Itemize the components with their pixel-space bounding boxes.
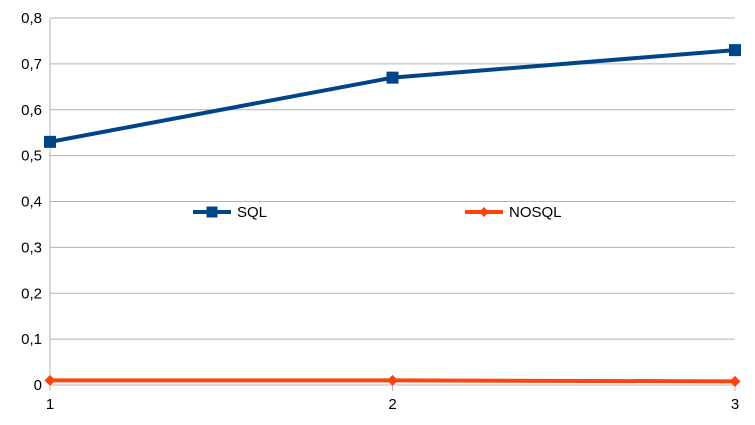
grid-lines <box>50 17 735 340</box>
y-tick-label: 0,8 <box>21 10 42 27</box>
data-point-sql <box>386 71 399 84</box>
data-point-nosql <box>387 374 398 386</box>
y-tick-label: 0,2 <box>21 285 42 302</box>
x-axis-tick-labels: 1 2 3 <box>46 396 739 413</box>
y-tick-label: 0,5 <box>21 148 42 165</box>
y-tick-label: 0,6 <box>21 102 42 119</box>
y-tick-label: 0,7 <box>21 56 42 73</box>
series-sql <box>44 44 741 148</box>
x-tick-label: 1 <box>46 396 54 413</box>
legend-label: SQL <box>237 204 267 221</box>
legend: SQL NOSQL <box>193 204 562 221</box>
legend-item-sql: SQL <box>193 204 267 221</box>
legend-item-nosql: NOSQL <box>465 204 562 221</box>
y-tick-label: 0 <box>34 377 42 394</box>
series-lines <box>44 44 741 387</box>
y-tick-label: 0,3 <box>21 239 42 256</box>
y-axis-tick-labels: 0 0,1 0,2 0,3 0,4 0,5 0,6 0,7 0,8 <box>21 10 42 394</box>
data-point-nosql <box>729 375 741 387</box>
x-tick-label: 3 <box>731 396 739 413</box>
legend-swatch-marker <box>479 207 489 217</box>
x-tick-label: 2 <box>388 396 396 413</box>
data-point-sql <box>44 135 56 148</box>
data-point-nosql <box>44 374 56 386</box>
series-nosql <box>44 374 741 387</box>
data-point-sql <box>729 44 741 57</box>
y-tick-label: 0,1 <box>21 331 42 348</box>
legend-label: NOSQL <box>509 204 562 221</box>
y-tick-label: 0,4 <box>21 194 42 211</box>
legend-swatch-marker <box>206 206 218 218</box>
